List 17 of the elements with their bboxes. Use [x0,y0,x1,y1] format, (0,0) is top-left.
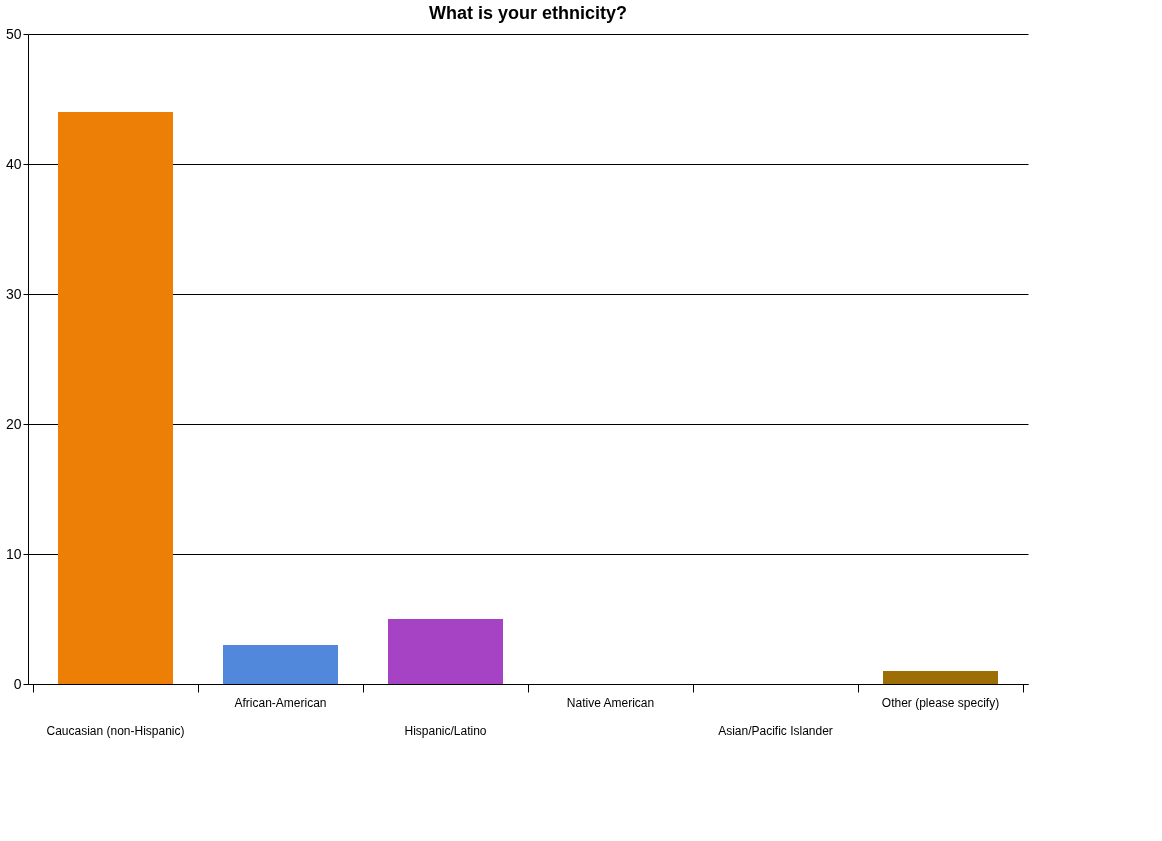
x-tick-label: Asian/Pacific Islander [718,724,833,738]
y-tick-label: 10 [5,545,22,562]
y-tick-label: 0 [13,675,22,692]
y-tick-label: 20 [5,415,22,432]
x-tick-label: Caucasian (non-Hispanic) [46,724,185,738]
x-tick-label: Native American [566,696,655,710]
x-tick-label: Hispanic/Latino [404,724,487,738]
chart-title: What is your ethnicity? [428,3,628,23]
y-tick-label: 40 [5,155,22,172]
x-tick-label: Other (please specify) [881,696,1000,710]
bar [883,671,998,684]
y-tick-label: 50 [5,25,22,42]
bar [388,619,503,684]
bar [58,112,173,684]
bar [223,645,338,684]
y-tick-label: 30 [5,285,22,302]
x-tick-label: African-American [234,696,327,710]
